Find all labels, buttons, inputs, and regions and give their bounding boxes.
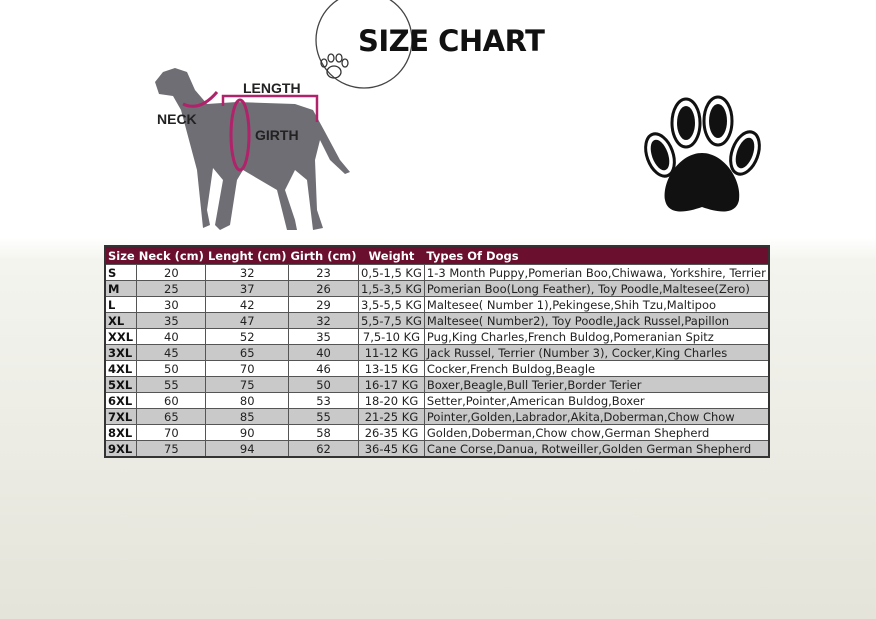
size-cell: 9XL [104, 440, 138, 458]
dog-types-cell: Maltesee( Number2), Toy Poodle,Jack Russ… [423, 312, 770, 329]
dog-types-cell: Pug,King Charles,French Buldog,Pomerania… [423, 328, 770, 345]
weight-cell: 16-17 KG [358, 376, 425, 393]
weight-cell: 26-35 KG [358, 424, 425, 441]
neck-cell: 60 [136, 392, 207, 409]
size-cell: 4XL [104, 360, 138, 377]
size-cell: 6XL [104, 392, 138, 409]
size-cell: XXL [104, 328, 138, 345]
length-cell: 85 [205, 408, 289, 425]
dog-types-cell: Pomerian Boo(Long Feather), Toy Poodle,M… [423, 280, 770, 297]
neck-cell: 65 [136, 408, 207, 425]
size-chart-table: Size Neck (cm) Lenght (cm) Girth (cm) Weight… [104, 245, 770, 458]
table-row: XXL 40 52 35 7,5-10 KG Pug,King Charles,Frenc… [104, 328, 770, 345]
dog-types-cell: Golden,Doberman,Chow chow,German Shepher… [423, 424, 770, 441]
weight-cell: 18-20 KG [358, 392, 425, 409]
column-header: Size [105, 246, 137, 265]
weight-cell: 11-12 KG [358, 344, 425, 361]
girth-cell: 23 [287, 264, 360, 281]
size-cell: 5XL [104, 376, 138, 393]
length-cell: 90 [205, 424, 289, 441]
size-cell: M [104, 280, 138, 297]
neck-cell: 55 [136, 376, 207, 393]
length-label: LENGTH [243, 80, 301, 96]
table-row: 9XL 75 94 62 36-45 KG Cane Corse,Danua, Rotwe… [104, 440, 770, 458]
table-row: 5XL 55 75 50 16-17 KG Boxer,Beagle,Bull Terie… [104, 376, 770, 393]
column-header: Types Of Dogs [424, 246, 769, 265]
size-cell: XL [104, 312, 138, 329]
table-row: 8XL 70 90 58 26-35 KG Golden,Doberman,Chow ch… [104, 424, 770, 441]
table-row: 3XL 45 65 40 11-12 KG Jack Russel, Terrier (N… [104, 344, 770, 361]
column-header: Lenght (cm) [205, 246, 289, 265]
size-cell: 7XL [104, 408, 138, 425]
girth-cell: 55 [287, 408, 360, 425]
length-cell: 47 [205, 312, 289, 329]
weight-cell: 7,5-10 KG [358, 328, 425, 345]
neck-cell: 75 [136, 440, 207, 458]
dog-types-cell: Pointer,Golden,Labrador,Akita,Doberman,C… [423, 408, 770, 425]
dog-types-cell: Boxer,Beagle,Bull Terier,Border Terier [423, 376, 770, 393]
table-row: M 25 37 26 1,5-3,5 KG Pomerian Boo(Long Feath… [104, 280, 770, 297]
girth-cell: 50 [287, 376, 360, 393]
weight-cell: 21-25 KG [358, 408, 425, 425]
size-cell: 3XL [104, 344, 138, 361]
dog-types-cell: Cocker,French Buldog,Beagle [423, 360, 770, 377]
neck-cell: 40 [136, 328, 207, 345]
table-row: 4XL 50 70 46 13-15 KG Cocker,French Buldog,Be… [104, 360, 770, 377]
girth-cell: 53 [287, 392, 360, 409]
dog-types-cell: Setter,Pointer,American Buldog,Boxer [423, 392, 770, 409]
girth-cell: 35 [287, 328, 360, 345]
neck-cell: 25 [136, 280, 207, 297]
weight-cell: 13-15 KG [358, 360, 425, 377]
length-cell: 52 [205, 328, 289, 345]
weight-cell: 1,5-3,5 KG [358, 280, 425, 297]
girth-cell: 58 [287, 424, 360, 441]
length-cell: 75 [205, 376, 289, 393]
neck-cell: 35 [136, 312, 207, 329]
neck-label: NECK [157, 111, 197, 127]
length-cell: 32 [205, 264, 289, 281]
paw-print-icon [644, 95, 761, 212]
size-cell: 8XL [104, 424, 138, 441]
table-header-row: Size Neck (cm) Lenght (cm) Girth (cm) Weight… [105, 246, 769, 265]
weight-cell: 36-45 KG [358, 440, 425, 458]
dog-types-cell: Jack Russel, Terrier (Number 3), Cocker,… [423, 344, 770, 361]
neck-cell: 20 [136, 264, 207, 281]
neck-cell: 70 [136, 424, 207, 441]
girth-cell: 62 [287, 440, 360, 458]
length-cell: 70 [205, 360, 289, 377]
table-row: S 20 32 23 0,5-1,5 KG 1-3 Month Puppy,Pomeria… [104, 264, 770, 281]
dog-types-cell: Maltesee( Number 1),Pekingese,Shih Tzu,M… [423, 296, 770, 313]
size-cell: S [104, 264, 138, 281]
length-cell: 80 [205, 392, 289, 409]
column-header: Weight [358, 246, 425, 265]
neck-cell: 30 [136, 296, 207, 313]
table-row: 6XL 60 80 53 18-20 KG Setter,Pointer,American… [104, 392, 770, 409]
table-row: XL 35 47 32 5,5-7,5 KG Maltesee( Number2), To… [104, 312, 770, 329]
girth-cell: 29 [287, 296, 360, 313]
neck-cell: 50 [136, 360, 207, 377]
table-row: 7XL 65 85 55 21-25 KG Pointer,Golden,Labrador… [104, 408, 770, 425]
size-cell: L [104, 296, 138, 313]
length-cell: 37 [205, 280, 289, 297]
girth-label: GIRTH [255, 127, 299, 143]
length-cell: 94 [205, 440, 289, 458]
column-header: Neck (cm) [136, 246, 206, 265]
weight-cell: 5,5-7,5 KG [358, 312, 425, 329]
girth-cell: 26 [287, 280, 360, 297]
table-row: L 30 42 29 3,5-5,5 KG Maltesee( Number 1),Pek… [104, 296, 770, 313]
dog-types-cell: 1-3 Month Puppy,Pomerian Boo,Chiwawa, Yo… [423, 264, 770, 281]
page-title: SIZE CHART [358, 24, 545, 58]
dog-measurement-illustration: LENGTH NECK GIRTH [155, 68, 350, 230]
neck-cell: 45 [136, 344, 207, 361]
logo-circle-paw-icon [315, 0, 413, 89]
girth-cell: 40 [287, 344, 360, 361]
girth-cell: 32 [287, 312, 360, 329]
weight-cell: 3,5-5,5 KG [358, 296, 425, 313]
dog-types-cell: Cane Corse,Danua, Rotweiller,Golden Germ… [423, 440, 770, 458]
column-header: Girth (cm) [288, 246, 359, 265]
length-cell: 42 [205, 296, 289, 313]
girth-cell: 46 [287, 360, 360, 377]
length-cell: 65 [205, 344, 289, 361]
weight-cell: 0,5-1,5 KG [358, 264, 425, 281]
